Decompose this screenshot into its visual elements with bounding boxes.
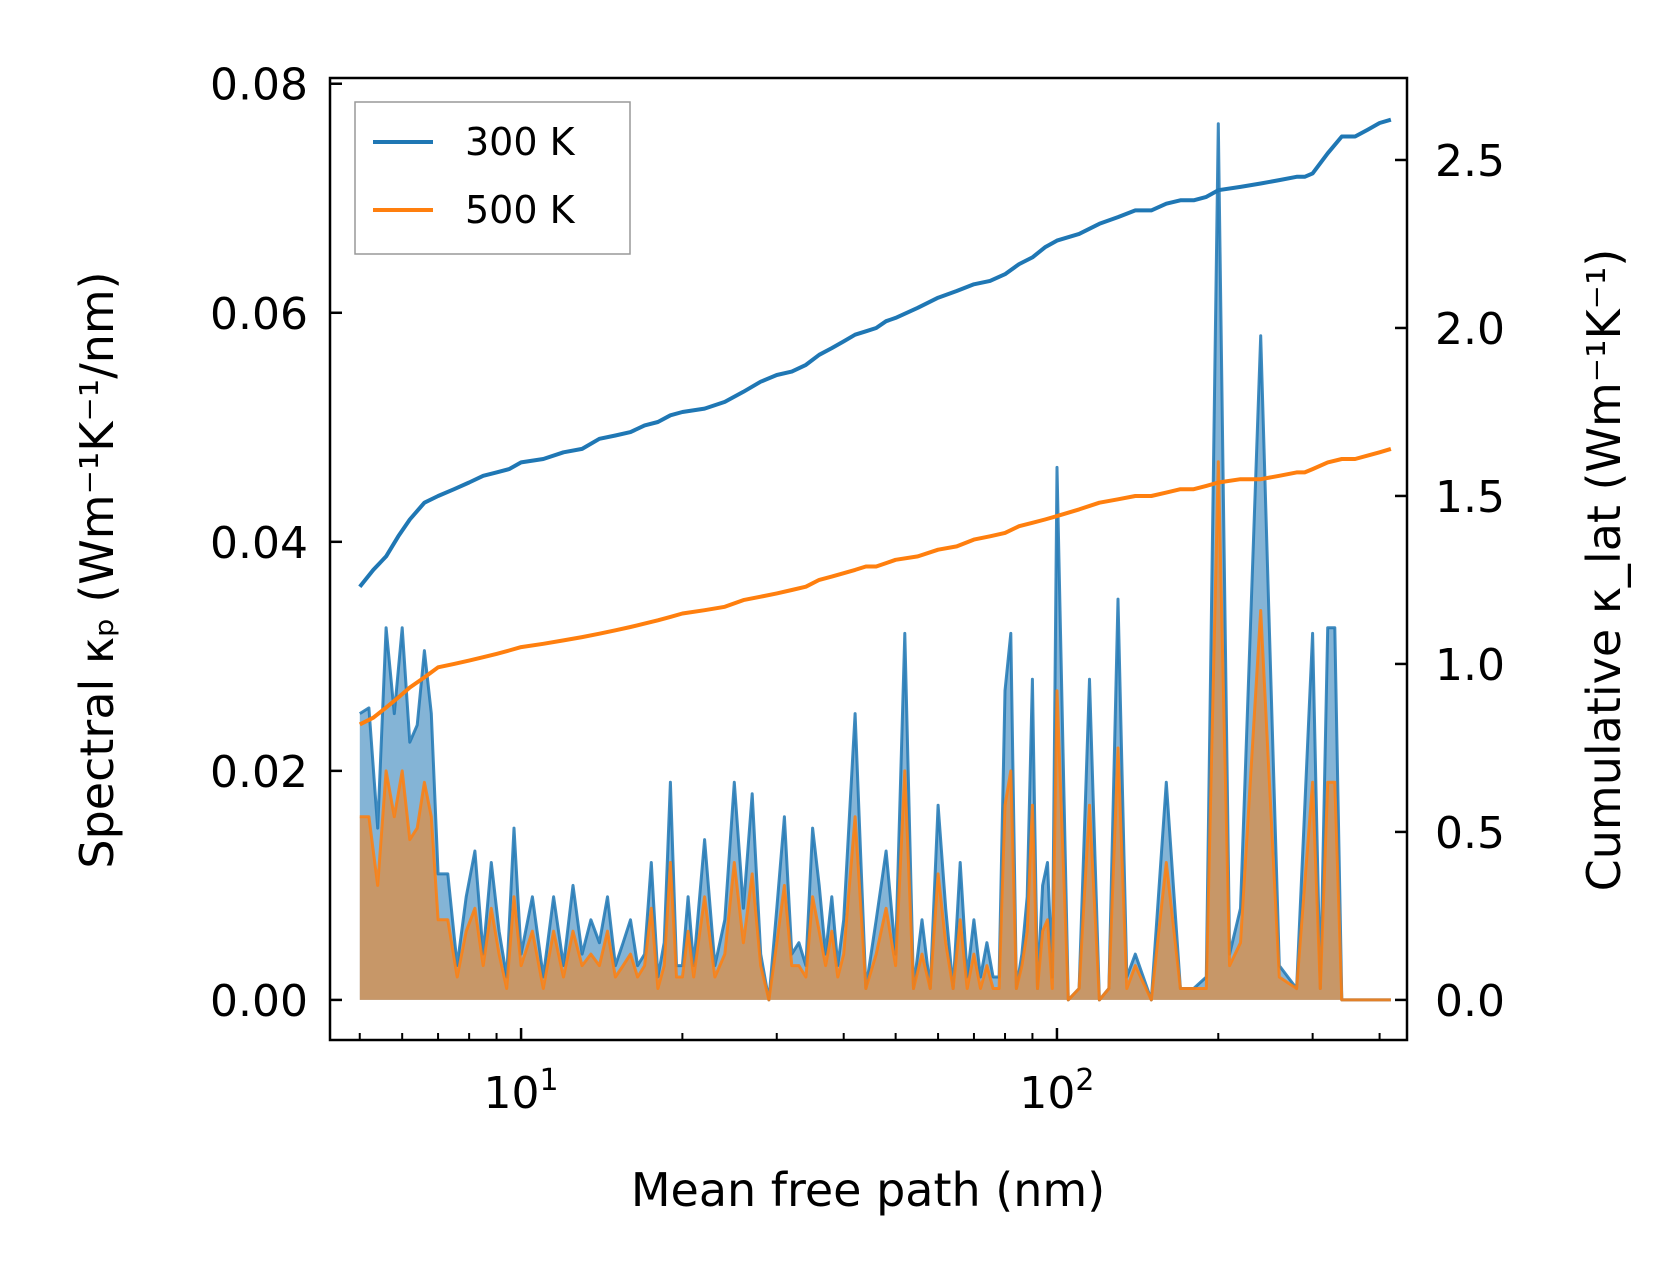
- y-left-tick-label: 0.02: [210, 747, 308, 798]
- y-right-tick-label: 0.5: [1435, 808, 1505, 859]
- legend-box: [354, 101, 631, 255]
- y-axis-right-label: Cumulative κ_lat (Wm⁻¹K⁻¹): [1577, 249, 1631, 892]
- cumulative-line-500k: [358, 446, 1392, 727]
- x-tick-label: 102: [1019, 1063, 1094, 1119]
- spectral-line-500k: [359, 460, 1391, 1002]
- y-left-tick-label: 0.06: [210, 289, 308, 340]
- legend: 300 K 500 K: [354, 101, 631, 255]
- y-left-tick-label: 0.00: [210, 976, 308, 1027]
- spectral-line-300k: [359, 122, 1391, 1002]
- y-axis-left-label: Spectral κₚ (Wm⁻¹K⁻¹/nm): [70, 271, 124, 868]
- x-axis-label: Mean free path (nm): [631, 1163, 1105, 1217]
- y-right-tick-label: 2.0: [1435, 304, 1505, 355]
- y-right-tick-label: 1.0: [1435, 640, 1505, 691]
- tick-layer: 0.00 0.02 0.04 0.06 0.08 0.0 0.5 1.0 1.5 2.0 2.5 10…: [210, 60, 1505, 1119]
- y-right-tick-label: 0.0: [1435, 976, 1505, 1027]
- cumulative-line-layer: [358, 117, 1392, 727]
- y-right-tick-label: 1.5: [1435, 472, 1505, 523]
- legend-label-300k: 300 K: [465, 120, 576, 164]
- y-left-tick-label: 0.04: [210, 518, 308, 569]
- x-tick-label: 101: [484, 1063, 559, 1119]
- y-right-tick-label: 2.5: [1435, 136, 1505, 187]
- plot-frame: [328, 76, 1409, 1042]
- spectral-fill-layer: [359, 122, 1391, 1002]
- legend-label-500k: 500 K: [465, 188, 576, 232]
- cumulative-line-300k: [358, 117, 1392, 588]
- y-left-tick-label: 0.08: [210, 60, 308, 111]
